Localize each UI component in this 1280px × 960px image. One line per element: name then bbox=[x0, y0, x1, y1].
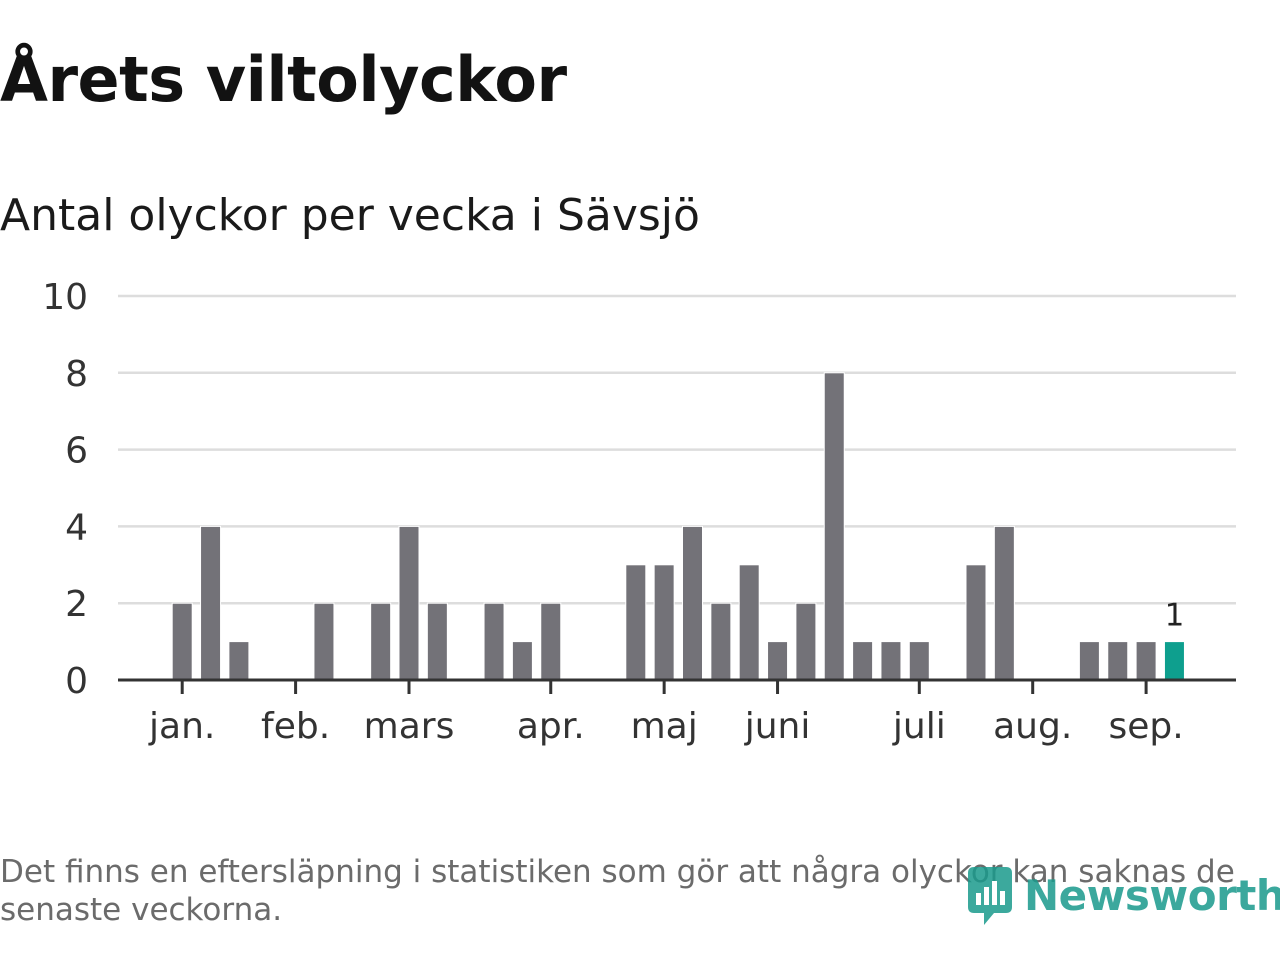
bar-week-32 bbox=[993, 525, 1015, 681]
x-tick-label: aug. bbox=[993, 706, 1072, 747]
bar-week-25 bbox=[795, 602, 817, 681]
x-tick-label: feb. bbox=[261, 706, 330, 747]
bar-week-3 bbox=[171, 602, 193, 681]
bar-week-35 bbox=[1078, 641, 1100, 681]
bar-week-16 bbox=[540, 602, 562, 681]
x-tick-label: juli bbox=[892, 706, 946, 747]
bar-week-23 bbox=[738, 564, 760, 681]
x-tick-label: sep. bbox=[1108, 706, 1183, 747]
y-tick-label: 6 bbox=[65, 431, 88, 472]
y-tick-label: 4 bbox=[65, 507, 88, 548]
bar-week-11 bbox=[398, 525, 420, 681]
brand-name: Newsworthy bbox=[1024, 870, 1280, 920]
bar-week-10 bbox=[370, 602, 392, 681]
bar-week-26 bbox=[823, 372, 845, 681]
bar-week-15 bbox=[511, 641, 533, 681]
x-tick-label: maj bbox=[631, 706, 698, 747]
bar-current-week bbox=[1163, 641, 1185, 681]
bar-week-27 bbox=[852, 641, 874, 681]
data-label-current-week: 1 bbox=[1165, 598, 1185, 634]
bar-week-14 bbox=[483, 602, 505, 681]
bar-week-4 bbox=[200, 525, 222, 681]
x-tick-label: apr. bbox=[517, 706, 585, 747]
bar-week-29 bbox=[908, 641, 930, 681]
bar-week-36 bbox=[1107, 641, 1129, 681]
y-tick-label: 0 bbox=[65, 661, 88, 702]
bar-week-22 bbox=[710, 602, 732, 681]
bar-week-8 bbox=[313, 602, 335, 681]
chart-subtitle: Antal olyckor per vecka i Sävsjö bbox=[0, 190, 700, 241]
newsworthy-logo-icon bbox=[968, 867, 1012, 925]
y-axis-ticks: 0 2 4 6 8 10 bbox=[42, 277, 88, 702]
x-tick-label: jan. bbox=[148, 706, 215, 747]
brand-logo: Newsworthy bbox=[964, 860, 1280, 930]
chart-title: Årets viltolyckor bbox=[0, 43, 567, 116]
bar-week-37 bbox=[1135, 641, 1157, 681]
bar-week-28 bbox=[880, 641, 902, 681]
footnote: Det finns en eftersläpning i statistiken… bbox=[0, 854, 1235, 928]
gridlines bbox=[118, 294, 1236, 605]
data-labels: 1 bbox=[1165, 598, 1185, 634]
bar-week-20 bbox=[653, 564, 675, 681]
x-tick-label: mars bbox=[364, 706, 455, 747]
y-tick-label: 2 bbox=[65, 584, 88, 625]
bar-week-21 bbox=[682, 525, 703, 681]
y-tick-label: 8 bbox=[65, 354, 88, 395]
x-axis-ticks: jan. feb. mars apr. maj juni juli aug. sep. bbox=[148, 680, 1184, 747]
x-tick-label: juni bbox=[744, 706, 811, 747]
bar-week-12 bbox=[426, 602, 448, 681]
bar-week-19 bbox=[625, 564, 647, 681]
y-tick-label: 10 bbox=[42, 277, 88, 318]
bar-week-5 bbox=[228, 641, 250, 681]
bar-chart: 0 2 4 6 8 10 jan. feb. mars apr. maj juni juli aug. s… bbox=[42, 277, 1236, 747]
bar-week-24 bbox=[767, 641, 789, 681]
bar-week-31 bbox=[965, 564, 987, 681]
